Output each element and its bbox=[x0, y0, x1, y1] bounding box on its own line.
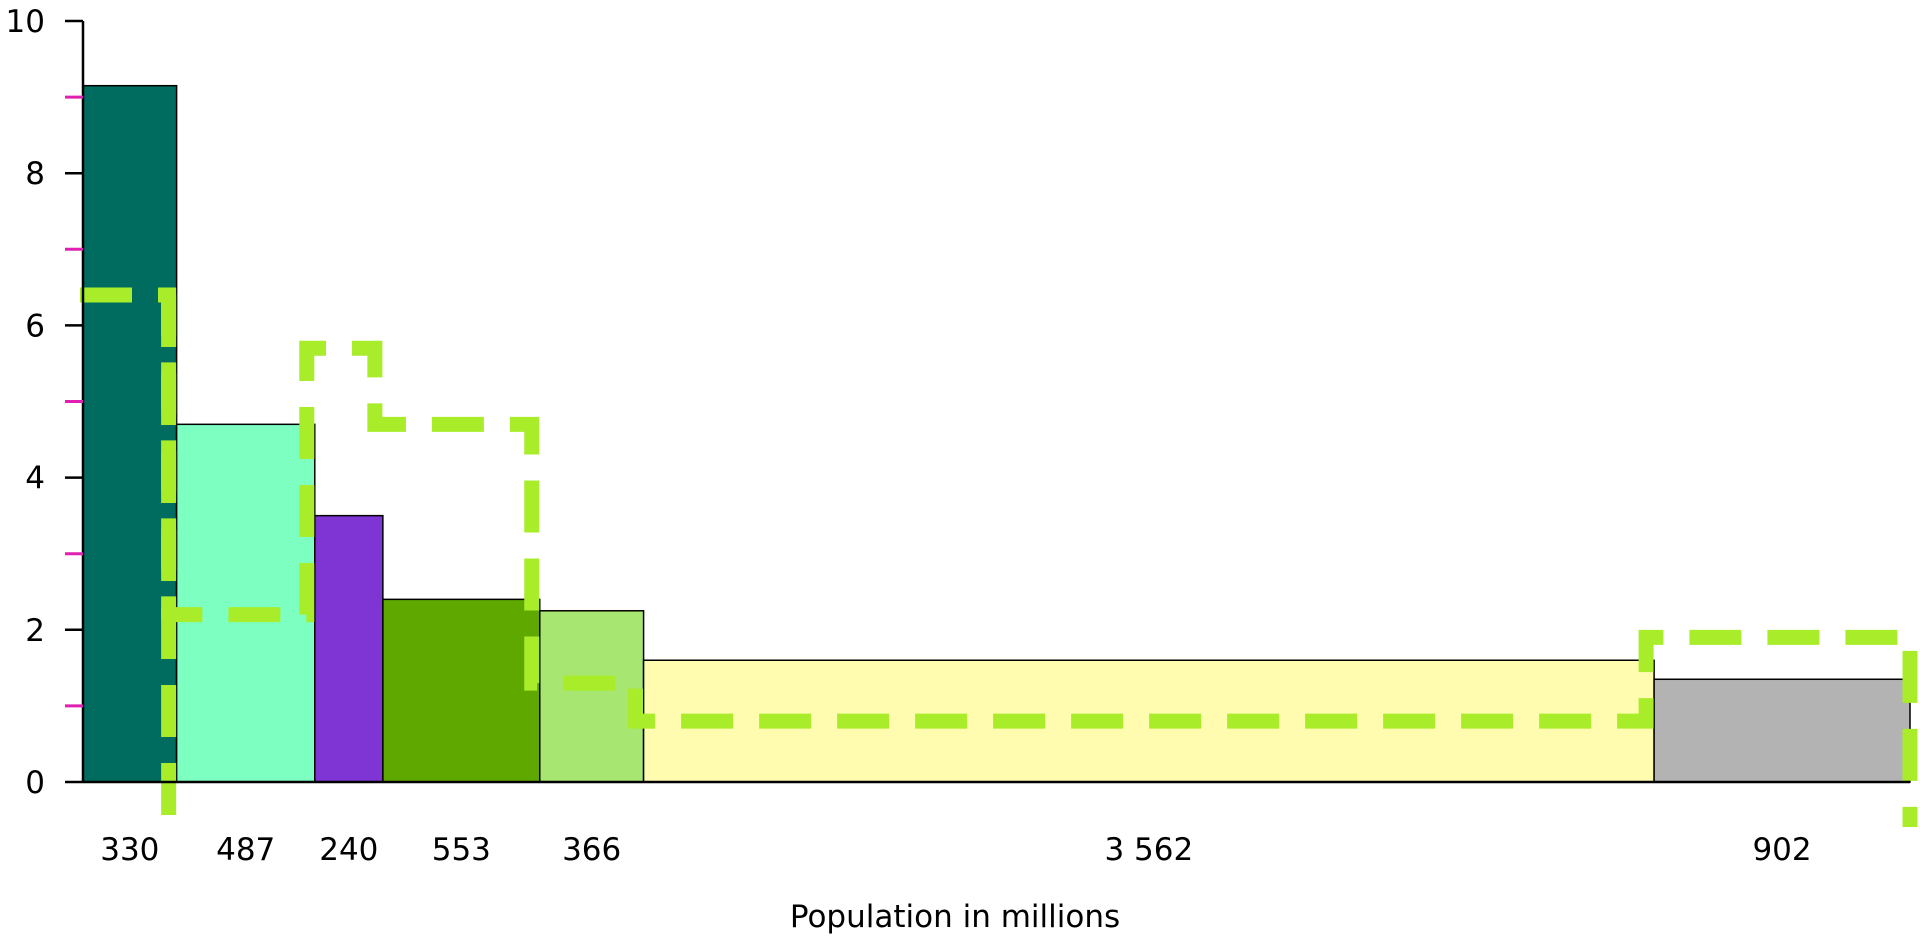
x-category-label: 553 bbox=[432, 832, 491, 868]
x-category-label: 3 562 bbox=[1104, 832, 1193, 868]
bar-487 bbox=[175, 423, 316, 783]
y-tick-label: 8 bbox=[25, 156, 45, 192]
y-tick-label: 0 bbox=[25, 765, 45, 801]
x-category-label: 330 bbox=[100, 832, 159, 868]
x-category-label: 487 bbox=[216, 832, 275, 868]
labels-layer: 330 487 240 553 366 3 562 902 0 2 4 6 8 10 Population… bbox=[6, 4, 1812, 935]
axes-layer bbox=[65, 19, 1910, 784]
y-tick-label: 6 bbox=[25, 308, 45, 344]
bar-553 bbox=[382, 598, 541, 783]
bar-240 bbox=[314, 514, 384, 783]
x-category-label: 240 bbox=[319, 832, 378, 868]
y-tick-label: 2 bbox=[25, 613, 45, 649]
x-axis-label: Population in millions bbox=[790, 899, 1120, 935]
x-category-label: 902 bbox=[1752, 832, 1811, 868]
x-category-label: 366 bbox=[562, 832, 621, 868]
bars-layer bbox=[82, 84, 1911, 783]
y-tick-label: 10 bbox=[6, 4, 45, 40]
bar-902 bbox=[1653, 678, 1911, 783]
bar-330 bbox=[82, 84, 178, 783]
bar-366 bbox=[539, 610, 645, 783]
dashed-step-series bbox=[80, 287, 1918, 827]
dashed-series-layer bbox=[80, 287, 1918, 827]
y-tick-label: 4 bbox=[25, 461, 45, 497]
